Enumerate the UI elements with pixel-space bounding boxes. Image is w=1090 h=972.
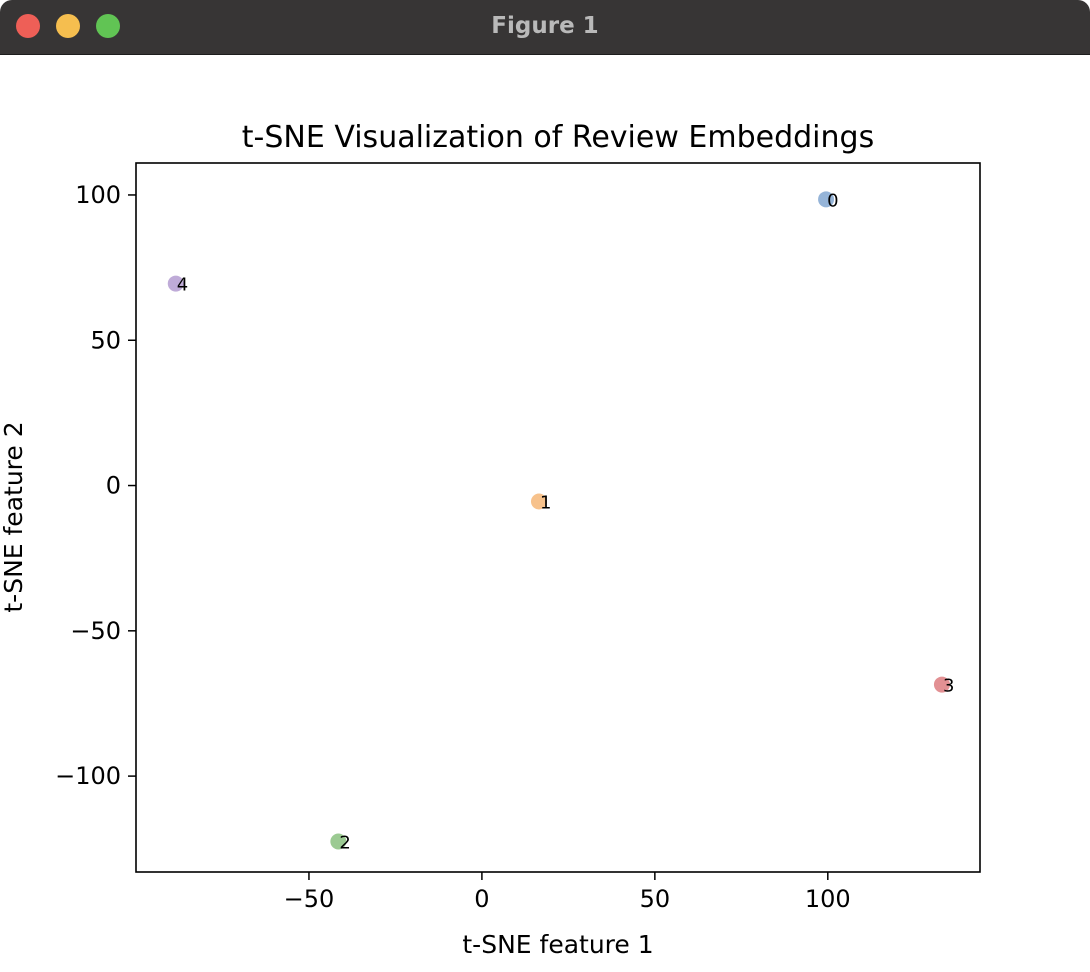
window-title: Figure 1 (491, 13, 599, 39)
y-tick-label: 100 (75, 181, 121, 209)
y-tick-label: 50 (90, 326, 121, 354)
y-axis: 100 50 0 −50 −100 (55, 181, 136, 790)
minimize-button[interactable] (56, 14, 80, 38)
scatter-point (330, 833, 347, 850)
close-button[interactable] (16, 14, 40, 38)
x-tick-label: 0 (474, 885, 489, 913)
y-tick-label: 0 (106, 472, 121, 500)
window-titlebar[interactable]: Figure 1 (0, 0, 1090, 55)
point-label: 1 (540, 493, 551, 514)
point-label: 4 (177, 275, 188, 296)
figure-canvas: t-SNE Visualization of Review Embeddings… (0, 55, 1090, 972)
scatter-chart: t-SNE Visualization of Review Embeddings… (0, 120, 981, 959)
x-axis: −50 0 50 100 (284, 872, 851, 913)
point-label: 0 (827, 190, 838, 211)
scatter-point (167, 275, 184, 292)
y-tick-label: −100 (55, 762, 121, 790)
plot-area (135, 162, 981, 873)
point-label: 3 (943, 676, 954, 697)
y-axis-label: t-SNE feature 2 (0, 421, 28, 612)
x-tick-label: −50 (284, 885, 335, 913)
point-label: 2 (339, 832, 350, 853)
data-points: 0 1 2 3 4 (167, 190, 954, 853)
x-axis-label: t-SNE feature 1 (462, 930, 653, 959)
scatter-point (933, 676, 950, 693)
x-tick-label: 100 (805, 885, 851, 913)
scatter-point (818, 191, 835, 208)
zoom-button[interactable] (96, 14, 120, 38)
chart-title: t-SNE Visualization of Review Embeddings (242, 120, 874, 155)
y-tick-label: −50 (70, 617, 121, 645)
scatter-point (530, 493, 547, 510)
x-tick-label: 50 (640, 885, 671, 913)
